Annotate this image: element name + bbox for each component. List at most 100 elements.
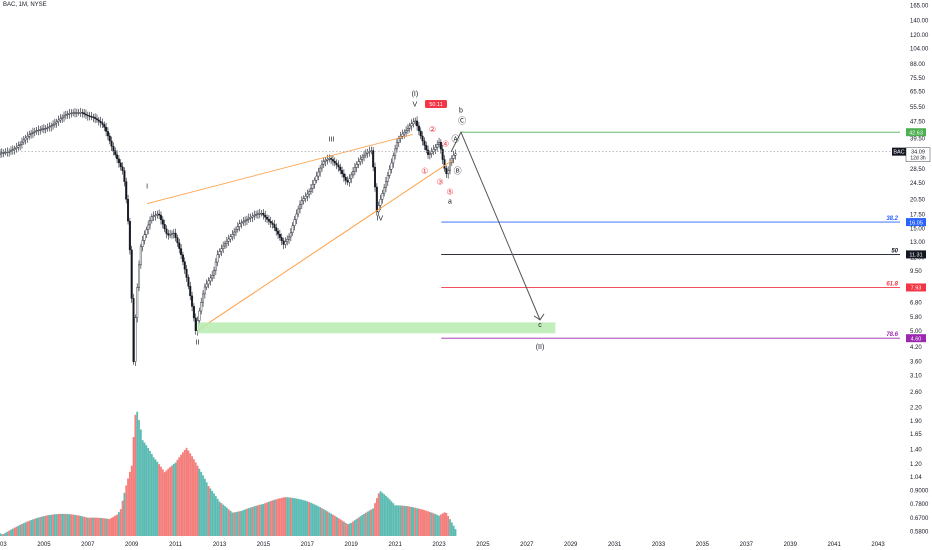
candle-body [231, 234, 234, 237]
candle-body [454, 153, 457, 156]
volume-bar [103, 518, 106, 536]
volume-bar [425, 510, 428, 536]
volume-bar [229, 510, 232, 536]
candle-body [167, 233, 170, 236]
candle-body [277, 230, 280, 235]
volume-bar [278, 498, 281, 536]
y-tick-label: 1.90 [910, 419, 922, 425]
volume-bar [136, 411, 139, 536]
candle-body [88, 115, 91, 117]
volume-bar [390, 501, 393, 536]
y-tick-label: 28.50 [910, 167, 926, 173]
volume-bar [86, 517, 89, 536]
x-tick-label: 2033 [652, 542, 666, 548]
candle-body [227, 238, 230, 242]
candle-body [64, 114, 67, 117]
candle-body [432, 149, 435, 152]
candle-body [116, 154, 119, 160]
wave-label-B-circ: Ⓑ [454, 166, 462, 175]
volume-bar [21, 523, 23, 536]
candle-body [33, 131, 36, 133]
candle-body [337, 164, 340, 168]
volume-bar [271, 500, 274, 536]
candle-body [101, 122, 104, 125]
volume-bar [183, 450, 186, 536]
x-tick-label: 2029 [564, 542, 578, 548]
volume-bar [163, 472, 166, 536]
volume-bar [160, 466, 162, 536]
candle-body [216, 254, 219, 263]
candle-body [434, 146, 437, 150]
candle-body [52, 124, 55, 126]
volume-bar [4, 532, 7, 536]
volume-bar [161, 469, 164, 536]
fib-price-tag [906, 283, 926, 292]
volume-bar [225, 507, 228, 536]
fib-price-label: 11.31 [909, 253, 922, 259]
candle-body [267, 219, 270, 222]
candle-body [392, 155, 395, 164]
candle-body [386, 175, 389, 182]
wave-label-a: a [448, 199, 452, 206]
volume-bar [169, 467, 172, 536]
volume-bar [366, 511, 369, 536]
volume-bar [167, 468, 170, 536]
volume-bar [282, 497, 285, 536]
candle-body [53, 122, 56, 125]
volume-bar [396, 505, 398, 536]
volume-bar [277, 498, 279, 536]
candle-body [209, 277, 212, 282]
ticker-tag [892, 147, 906, 156]
candle-body [377, 205, 380, 213]
volume-bar [64, 513, 67, 536]
volume-bar [130, 465, 133, 536]
fib-price-label: 16.05 [909, 220, 923, 226]
volume-bar [138, 420, 140, 536]
volume-bar [17, 525, 20, 536]
candle-body [319, 167, 322, 173]
candle-body [223, 243, 226, 247]
volume-bar [6, 531, 9, 536]
candle-body [357, 161, 360, 165]
volume-bar [374, 503, 376, 536]
channel-lower-line2 [197, 160, 453, 331]
volume-bar [96, 517, 98, 536]
volume-bar [416, 508, 418, 536]
volume-bar [61, 513, 64, 536]
volume-bar [348, 523, 351, 536]
y-tick-label: 104.00 [910, 46, 929, 52]
fib-label: 38.2 [886, 216, 898, 222]
candle-body [139, 246, 142, 266]
candle-body [222, 245, 225, 249]
candle-body [282, 240, 285, 245]
volume-bar [191, 456, 193, 536]
candle-body [342, 173, 345, 178]
candle-body [86, 114, 89, 117]
candle-body [436, 144, 439, 148]
candle-body [379, 199, 382, 206]
candle-body [24, 137, 27, 141]
candle-body [128, 220, 131, 251]
candle-body [15, 147, 18, 149]
candle-body [286, 238, 289, 242]
volume-bar [26, 521, 29, 536]
candle-body [244, 220, 247, 222]
candle-body [81, 112, 84, 114]
volume-bar [304, 500, 307, 536]
volume-bar [255, 505, 257, 536]
fib-price-tag [906, 218, 926, 227]
volume-bar [344, 522, 347, 536]
candle-body [0, 152, 2, 155]
candle-body [423, 140, 426, 146]
candle-body [147, 224, 150, 230]
candle-body [381, 193, 384, 200]
candle-body [427, 149, 430, 155]
candle-body [84, 113, 87, 116]
candle-body [154, 214, 157, 217]
wave-label-IV: IV [376, 215, 383, 222]
candle-body [445, 168, 448, 174]
candle-body [17, 145, 20, 148]
volume-bar [154, 459, 157, 536]
candle-body [441, 148, 444, 160]
volume-bar [441, 513, 444, 536]
